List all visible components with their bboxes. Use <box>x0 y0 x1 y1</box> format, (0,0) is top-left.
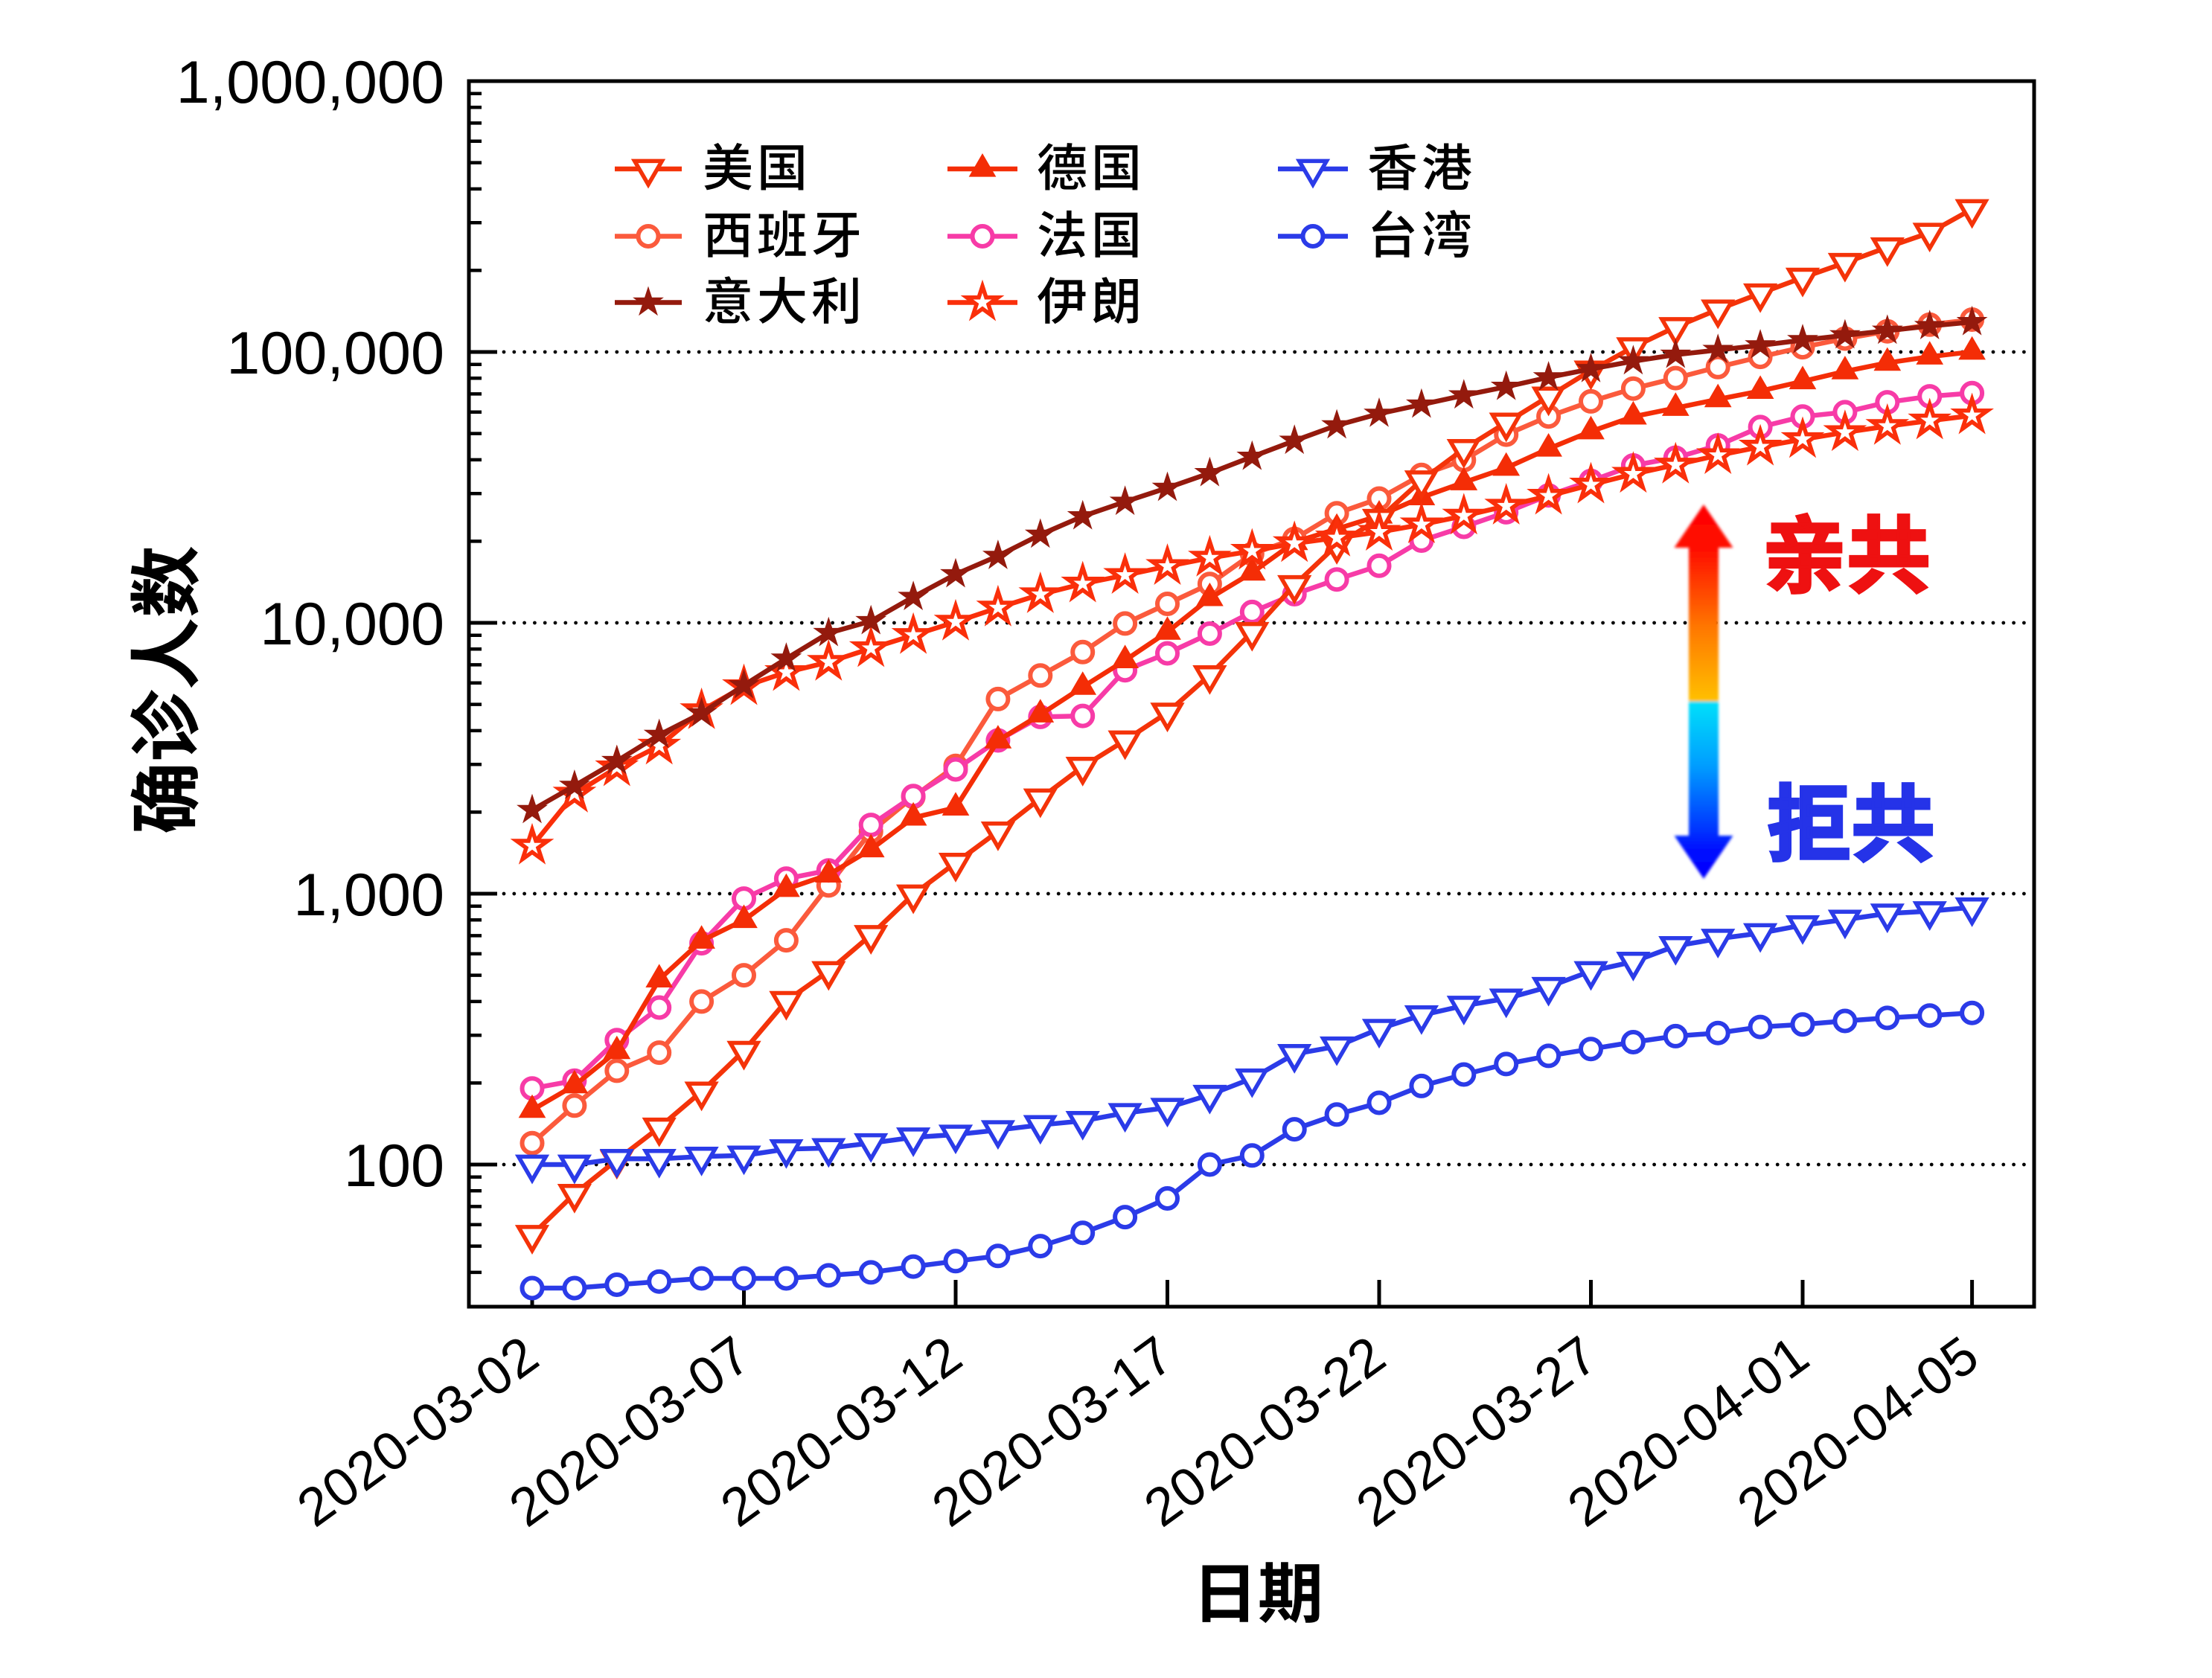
svg-text:1,000,000: 1,000,000 <box>176 49 444 116</box>
svg-text:100: 100 <box>344 1133 444 1200</box>
svg-text:1,000: 1,000 <box>293 862 444 929</box>
svg-text:100,000: 100,000 <box>226 320 444 387</box>
svg-text:10,000: 10,000 <box>260 591 444 658</box>
